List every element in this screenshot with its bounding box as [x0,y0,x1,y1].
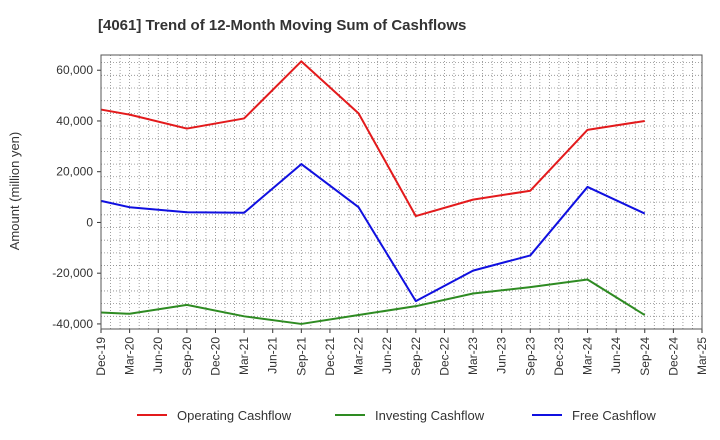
x-tick-label: Dec-20 [208,337,222,376]
x-axis-ticks: Dec-19 Mar-20 Jun-20 Sep-20 Dec-20 Mar-21 Jun-… [94,329,709,376]
x-tick-label: Mar-21 [237,337,251,375]
series-lines [100,60,646,325]
y-tick-label: -40,000 [52,317,93,331]
x-tick-label: Dec-21 [323,337,337,376]
legend-label-operating-cashflow: Operating Cashflow [177,408,292,423]
series-line-investing-cashflow [100,278,646,325]
series-line-free-cashflow [100,163,646,303]
x-tick-label: Mar-24 [581,337,595,375]
x-tick-label: Sep-21 [294,337,308,376]
y-tick-label: 60,000 [56,63,93,77]
series-line-operating-cashflow [100,60,645,218]
x-tick-label: Mar-25 [695,337,709,375]
x-tick-label: Mar-22 [352,337,366,375]
grid [100,55,703,330]
y-axis-ticks: -40,000 -20,000 0 20,000 40,000 60,000 [52,63,101,331]
x-tick-label: Mar-20 [123,337,137,375]
x-tick-label: Dec-22 [437,337,451,376]
x-tick-label: Jun-24 [609,337,623,374]
legend-label-investing-cashflow: Investing Cashflow [375,408,485,423]
legend: Operating Cashflow Investing Cashflow Free… [137,408,656,423]
x-tick-label: Dec-23 [552,337,566,376]
y-tick-label: 0 [86,215,93,229]
plot-frame [100,54,703,330]
x-tick-label: Sep-23 [523,337,537,376]
x-tick-label: Jun-21 [266,337,280,374]
y-axis-label: Amount (million yen) [7,132,22,251]
x-tick-label: Jun-22 [380,337,394,374]
x-tick-label: Sep-22 [409,337,423,376]
x-tick-label: Dec-24 [666,337,680,376]
y-tick-label: 40,000 [56,114,93,128]
x-tick-label: Sep-20 [180,337,194,376]
y-tick-label: -20,000 [52,266,93,280]
legend-label-free-cashflow: Free Cashflow [572,408,656,423]
y-tick-label: 20,000 [56,165,93,179]
x-tick-label: Jun-20 [151,337,165,374]
x-tick-label: Mar-23 [466,337,480,375]
x-tick-label: Jun-23 [495,337,509,374]
x-tick-label: Sep-24 [638,337,652,376]
x-tick-label: Dec-19 [94,337,108,376]
chart-title: [4061] Trend of 12-Month Moving Sum of C… [98,17,466,34]
